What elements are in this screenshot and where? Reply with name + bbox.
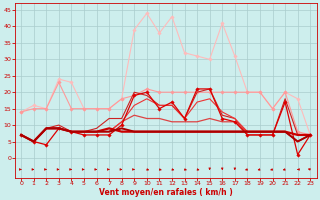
X-axis label: Vent moyen/en rafales ( km/h ): Vent moyen/en rafales ( km/h ) [99,188,233,197]
